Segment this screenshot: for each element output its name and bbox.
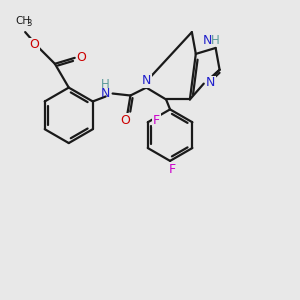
Text: N: N [206, 76, 215, 89]
Text: 3: 3 [26, 19, 32, 28]
Text: O: O [121, 114, 130, 127]
Text: O: O [29, 38, 39, 52]
Text: H: H [211, 34, 220, 46]
Text: N: N [101, 87, 110, 100]
Text: F: F [169, 163, 176, 176]
Text: H: H [101, 78, 110, 91]
Text: F: F [153, 114, 160, 127]
Text: N: N [142, 74, 151, 87]
Text: N: N [203, 34, 212, 46]
Text: CH: CH [16, 16, 31, 26]
Text: O: O [77, 51, 87, 64]
